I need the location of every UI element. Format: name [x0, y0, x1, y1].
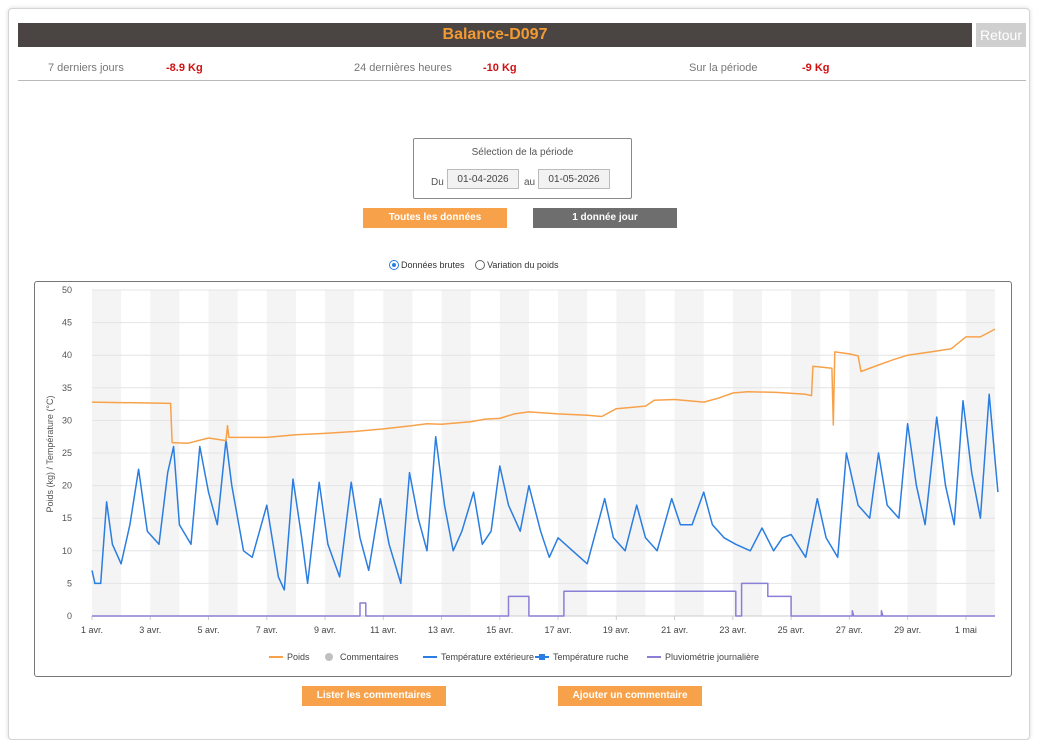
- weight-variation-option[interactable]: Variation du poids: [475, 259, 559, 270]
- x-tick-label: 15 avr.: [486, 625, 513, 635]
- x-tick-label: 3 avr.: [139, 625, 161, 635]
- x-tick-label: 17 avr.: [545, 625, 572, 635]
- y-axis-label: Poids (kg) / Température (°C): [45, 396, 55, 513]
- y-tick-label: 10: [62, 546, 72, 556]
- y-tick-label: 0: [67, 611, 72, 621]
- from-label: Du: [431, 177, 444, 188]
- legend-label: Commentaires: [340, 652, 399, 662]
- series-pluviometrie-journaliere: [92, 582, 995, 617]
- x-tick-label: 19 avr.: [603, 625, 630, 635]
- x-axis-ticks: 1 avr. 3 avr. 5 avr. 7 avr. 9 avr. 11 avr. 13 …: [81, 615, 995, 635]
- x-tick-label: 25 avr.: [778, 625, 805, 635]
- legend-label: Température ruche: [553, 652, 629, 662]
- stat-24h-label: 24 dernières heures: [354, 62, 452, 74]
- all-data-button[interactable]: Toutes les données: [363, 208, 507, 228]
- from-date-input[interactable]: [447, 169, 519, 189]
- page-title: Balance-D097: [18, 23, 972, 47]
- y-tick-label: 40: [62, 350, 72, 360]
- radio-checked-icon[interactable]: [389, 259, 399, 270]
- stat-7days-label: 7 derniers jours: [48, 62, 124, 74]
- summary-stats: 7 derniers jours -8.9 Kg 24 dernières he…: [18, 56, 1026, 81]
- x-tick-label: 27 avr.: [836, 625, 863, 635]
- view-mode-toggle: Données brutes Variation du poids: [389, 259, 559, 271]
- stat-period-value: -9 Kg: [802, 62, 830, 74]
- x-tick-label: 1 avr.: [81, 625, 103, 635]
- one-per-day-button[interactable]: 1 donnée jour: [533, 208, 677, 228]
- period-selector: Sélection de la période Du au: [413, 138, 632, 199]
- stat-24h-value: -10 Kg: [483, 62, 517, 74]
- stat-7days-value: -8.9 Kg: [166, 62, 203, 74]
- period-title: Sélection de la période: [471, 147, 574, 158]
- x-tick-label: 23 avr.: [719, 625, 746, 635]
- y-tick-label: 50: [62, 285, 72, 295]
- to-label: au: [524, 177, 536, 188]
- x-tick-label: 29 avr.: [894, 625, 921, 635]
- radio-unchecked-icon[interactable]: [475, 259, 486, 270]
- y-tick-label: 20: [62, 481, 72, 491]
- list-comments-button[interactable]: Lister les commentaires: [302, 686, 446, 706]
- y-tick-label: 30: [62, 415, 72, 425]
- y-tick-label: 25: [62, 448, 72, 458]
- legend-label: Pluviométrie journalière: [665, 652, 759, 662]
- y-tick-label: 5: [67, 578, 72, 588]
- y-tick-label: 35: [62, 383, 72, 393]
- chart-svg: 0 5 10 15 20 25 30 35 40 45 50 1 avr. 3 avr. 5 avr. 7…: [45, 285, 999, 662]
- x-tick-label: 7 avr.: [256, 625, 278, 635]
- raw-data-label: Données brutes: [401, 260, 465, 270]
- chart-legend: Poids Commentaires Température extérieure T…: [269, 652, 759, 662]
- to-date-input[interactable]: [538, 169, 610, 189]
- legend-dot-icon: [325, 653, 333, 661]
- x-tick-label: 1 mai: [955, 625, 977, 635]
- gridlines: [92, 289, 995, 617]
- series-lines: [91, 328, 999, 617]
- stat-period-label: Sur la période: [689, 62, 758, 74]
- y-axis-ticks: 0 5 10 15 20 25 30 35 40 45 50: [62, 285, 72, 621]
- legend-label: Température extérieure: [441, 652, 534, 662]
- legend-square-icon: [539, 654, 545, 660]
- weight-temperature-chart: 0 5 10 15 20 25 30 35 40 45 50 1 avr. 3 avr. 5 avr. 7…: [34, 281, 1012, 677]
- x-tick-label: 13 avr.: [428, 625, 455, 635]
- x-tick-label: 5 avr.: [198, 625, 220, 635]
- y-tick-label: 15: [62, 513, 72, 523]
- series-poids: [91, 328, 996, 444]
- raw-data-option[interactable]: Données brutes: [389, 259, 465, 270]
- weight-variation-label: Variation du poids: [487, 260, 559, 270]
- x-tick-label: 11 avr.: [370, 625, 396, 635]
- back-button[interactable]: Retour: [976, 23, 1026, 47]
- y-tick-label: 45: [62, 318, 72, 328]
- series-temperature-exterieure: [91, 393, 999, 591]
- x-tick-label: 21 avr.: [661, 625, 688, 635]
- legend-label: Poids: [287, 652, 310, 662]
- add-comment-button[interactable]: Ajouter un commentaire: [558, 686, 702, 706]
- x-tick-label: 9 avr.: [314, 625, 336, 635]
